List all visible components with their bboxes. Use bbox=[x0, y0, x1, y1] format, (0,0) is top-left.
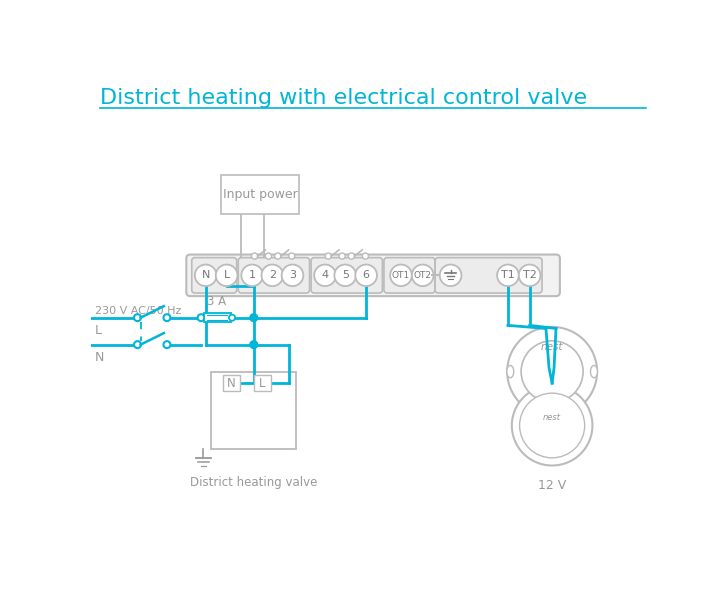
Text: District heating valve: District heating valve bbox=[190, 476, 317, 488]
FancyBboxPatch shape bbox=[191, 258, 237, 293]
Text: OT2: OT2 bbox=[414, 271, 432, 280]
Text: 230 V AC/50 Hz: 230 V AC/50 Hz bbox=[95, 306, 181, 316]
Text: nest: nest bbox=[543, 413, 561, 422]
Circle shape bbox=[134, 341, 141, 348]
Ellipse shape bbox=[507, 365, 514, 378]
Circle shape bbox=[334, 264, 356, 286]
Text: T2: T2 bbox=[523, 270, 537, 280]
Text: L: L bbox=[223, 270, 230, 280]
Circle shape bbox=[355, 264, 377, 286]
Circle shape bbox=[261, 264, 283, 286]
Bar bbox=[254, 375, 271, 391]
Text: 3 A: 3 A bbox=[207, 295, 226, 308]
Circle shape bbox=[325, 253, 331, 259]
Circle shape bbox=[229, 315, 235, 321]
Text: 6: 6 bbox=[363, 270, 370, 280]
Circle shape bbox=[363, 253, 368, 259]
Circle shape bbox=[339, 253, 345, 259]
Text: T1: T1 bbox=[501, 270, 515, 280]
Text: 1: 1 bbox=[249, 270, 256, 280]
Circle shape bbox=[242, 264, 263, 286]
Text: OT1: OT1 bbox=[392, 271, 410, 280]
Text: N: N bbox=[95, 351, 104, 364]
Circle shape bbox=[250, 341, 258, 349]
Circle shape bbox=[314, 264, 336, 286]
Ellipse shape bbox=[590, 365, 598, 378]
Text: N: N bbox=[227, 377, 236, 390]
Circle shape bbox=[282, 264, 304, 286]
Text: 12 V: 12 V bbox=[538, 479, 566, 492]
Circle shape bbox=[519, 264, 540, 286]
Circle shape bbox=[195, 264, 216, 286]
FancyBboxPatch shape bbox=[186, 255, 560, 296]
Circle shape bbox=[521, 341, 583, 402]
Text: Input power: Input power bbox=[223, 188, 297, 201]
Circle shape bbox=[266, 253, 272, 259]
Bar bbox=[223, 375, 240, 391]
Text: 4: 4 bbox=[322, 270, 328, 280]
Text: 2: 2 bbox=[269, 270, 276, 280]
Circle shape bbox=[215, 264, 237, 286]
Text: 3: 3 bbox=[289, 270, 296, 280]
Circle shape bbox=[251, 253, 258, 259]
Text: N: N bbox=[202, 270, 210, 280]
Circle shape bbox=[164, 314, 170, 321]
Bar bbox=[211, 372, 296, 448]
Text: nest: nest bbox=[541, 342, 563, 352]
Bar bbox=[221, 175, 298, 214]
FancyBboxPatch shape bbox=[311, 258, 382, 293]
Text: L: L bbox=[259, 377, 266, 390]
Circle shape bbox=[250, 314, 258, 321]
FancyBboxPatch shape bbox=[435, 258, 542, 293]
Circle shape bbox=[348, 253, 355, 259]
FancyBboxPatch shape bbox=[384, 258, 435, 293]
Circle shape bbox=[134, 314, 141, 321]
FancyBboxPatch shape bbox=[238, 258, 309, 293]
Circle shape bbox=[412, 264, 434, 286]
Text: District heating with electrical control valve: District heating with electrical control… bbox=[100, 89, 587, 108]
Circle shape bbox=[512, 386, 593, 466]
Circle shape bbox=[507, 327, 597, 416]
Circle shape bbox=[288, 253, 295, 259]
Circle shape bbox=[274, 253, 281, 259]
Text: 5: 5 bbox=[341, 270, 349, 280]
Bar bbox=[204, 313, 231, 323]
Circle shape bbox=[197, 314, 205, 321]
Text: L: L bbox=[95, 324, 102, 337]
Circle shape bbox=[520, 393, 585, 458]
Circle shape bbox=[164, 341, 170, 348]
Circle shape bbox=[390, 264, 412, 286]
Circle shape bbox=[497, 264, 519, 286]
Circle shape bbox=[440, 264, 462, 286]
Bar bbox=[543, 412, 561, 424]
